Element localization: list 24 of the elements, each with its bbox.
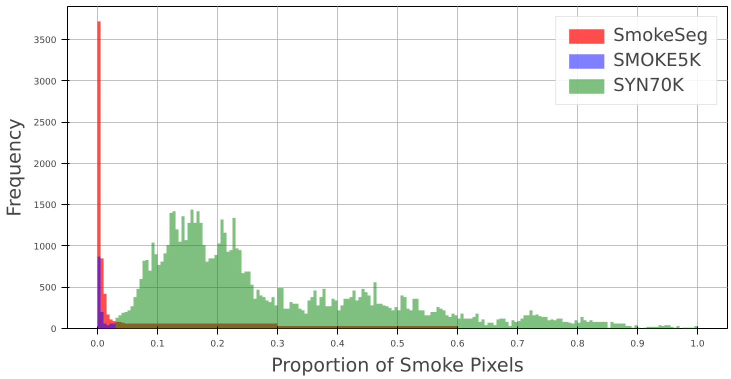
x-tick-label: 0.6	[450, 340, 465, 350]
y-tick-label: 3000	[34, 77, 57, 88]
legend-label: SMOKE5K	[613, 50, 701, 71]
x-tick-label: 0.4	[330, 340, 345, 350]
x-tick-label: 0.0	[90, 340, 105, 350]
y-tick-label: 1500	[34, 201, 57, 212]
x-tick-label: 0.2	[210, 340, 225, 350]
legend-label: SmokeSeg	[613, 25, 708, 46]
x-axis-title: Proportion of Smoke Pixels	[271, 354, 524, 376]
y-tick-label: 2500	[34, 118, 57, 129]
x-tick-label: 0.3	[270, 340, 285, 350]
y-tick-label: 0	[50, 325, 57, 335]
y-tick-label: 500	[39, 284, 57, 294]
x-tick-label: 0.5	[390, 340, 405, 350]
x-tick-label: 0.9	[630, 340, 645, 350]
x-tick-label: 0.8	[570, 340, 585, 350]
y-tick-label: 1000	[34, 242, 57, 252]
y-tick-label: 3500	[34, 36, 57, 46]
x-tick-label: 0.7	[510, 340, 525, 350]
x-tick-label: 1.0	[690, 340, 705, 350]
y-axis-title: Frequency	[4, 118, 26, 217]
y-tick-label: 2000	[34, 160, 57, 170]
legend-label: SYN70K	[613, 75, 684, 96]
x-tick-label: 0.1	[150, 340, 165, 350]
